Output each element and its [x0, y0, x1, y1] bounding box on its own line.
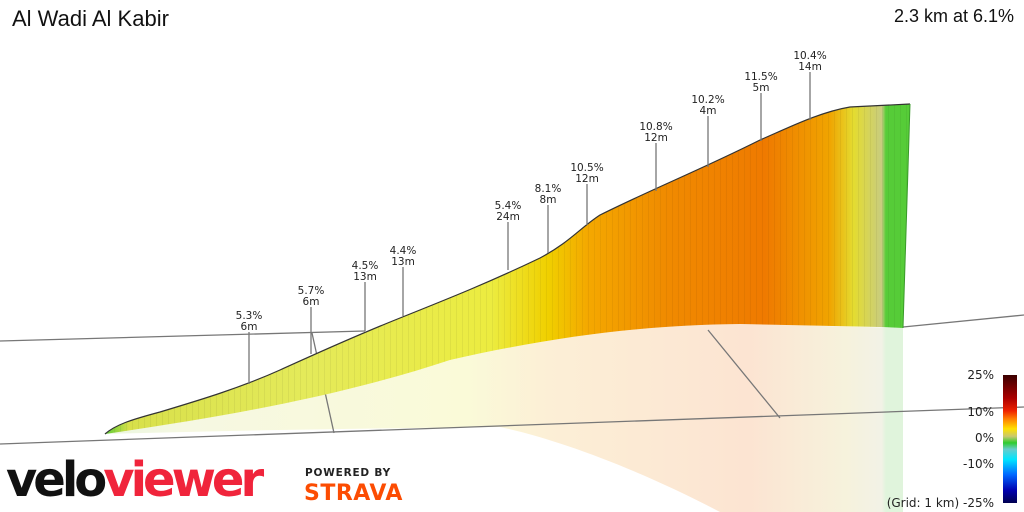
annotation-gradient: 11.5%	[744, 71, 777, 83]
annotation-gradient: 5.3%	[236, 310, 263, 322]
gradient-annotation: 8.1%8m	[535, 183, 562, 253]
profile-ridge-line	[104, 103, 911, 435]
gradient-annotation: 4.4%13m	[390, 245, 417, 316]
annotation-gradient: 5.7%	[298, 285, 325, 297]
annotation-gradient: 4.4%	[390, 245, 417, 257]
legend-label-grid: (Grid: 1 km) -25%	[886, 496, 994, 510]
segment-summary: 2.3 km at 6.1%	[893, 6, 1014, 26]
gradient-annotation: 10.8%12m	[639, 121, 673, 191]
annotation-elevation: 5m	[753, 82, 770, 94]
annotation-elevation: 24m	[496, 211, 520, 223]
logo-velo: velo	[6, 452, 107, 508]
gradient-annotations: 5.3%6m5.7%6m4.5%13m4.4%13m5.4%24m8.1%8m1…	[236, 50, 827, 384]
annotation-elevation: 12m	[644, 132, 668, 144]
grid-lines	[0, 314, 1024, 445]
legend-label-25: 25%	[967, 368, 994, 382]
annotation-gradient: 10.2%	[691, 94, 724, 106]
annotation-gradient: 8.1%	[535, 183, 562, 195]
gradient-annotation: 10.5%12m	[570, 162, 604, 225]
annotation-elevation: 6m	[303, 296, 320, 308]
legend-label-0: 0%	[974, 431, 994, 445]
annotation-elevation: 13m	[353, 271, 377, 283]
segment-title: Al Wadi Al Kabir	[12, 6, 169, 31]
gradient-annotation: 10.2%4m	[691, 94, 725, 167]
veloviewer-logo: veloviewer	[6, 452, 264, 508]
annotation-gradient: 10.5%	[570, 162, 603, 174]
annotation-gradient: 5.4%	[495, 200, 522, 212]
annotation-elevation: 4m	[700, 105, 717, 117]
legend-label-minus10: -10%	[962, 457, 994, 471]
annotation-gradient: 4.5%	[352, 260, 379, 272]
gradient-annotation: 10.4%14m	[793, 50, 827, 120]
annotation-elevation: 14m	[798, 61, 822, 73]
gradient-annotation: 5.7%6m	[298, 285, 325, 354]
gradient-annotation: 4.5%13m	[352, 260, 379, 331]
profile-shadow	[105, 324, 903, 512]
gradient-annotation: 11.5%5m	[744, 71, 778, 141]
annotation-gradient: 10.4%	[793, 50, 826, 62]
gradient-annotation: 5.3%6m	[236, 310, 263, 384]
logo-viewer: viewer	[103, 452, 264, 508]
annotation-gradient: 10.8%	[639, 121, 672, 133]
gradient-annotation: 5.4%24m	[495, 200, 522, 270]
annotation-elevation: 6m	[241, 321, 258, 333]
strava-logo: STRAVA	[304, 481, 403, 506]
annotation-elevation: 13m	[391, 256, 415, 268]
annotation-elevation: 12m	[575, 173, 599, 185]
legend-label-10: 10%	[967, 405, 994, 419]
gradient-legend-bar	[1003, 375, 1017, 503]
annotation-elevation: 8m	[540, 194, 557, 206]
powered-by-label: POWERED BY	[305, 467, 392, 479]
